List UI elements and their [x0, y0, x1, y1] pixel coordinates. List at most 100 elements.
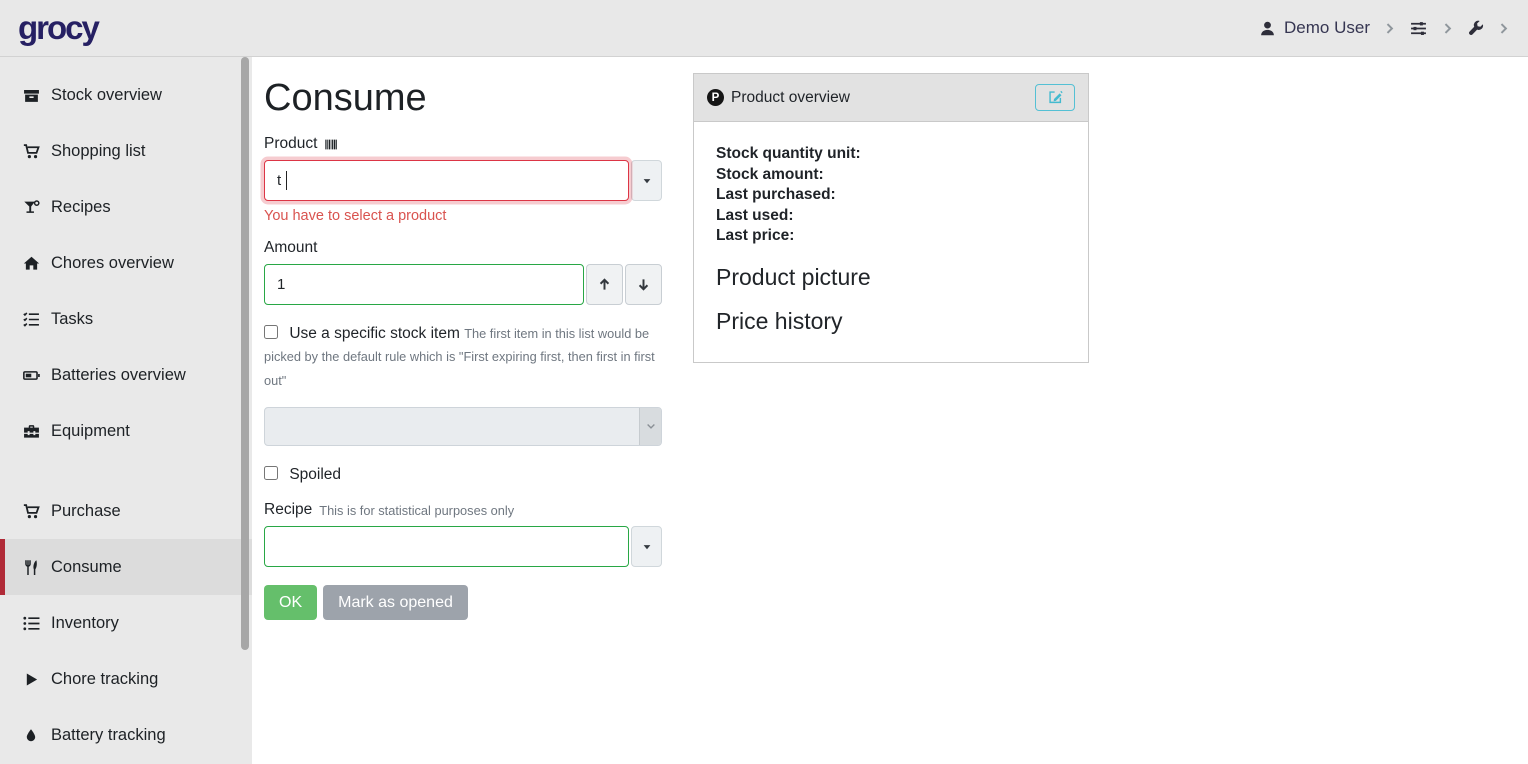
amount-increase-button[interactable]	[586, 264, 623, 305]
sidebar-item-recipes[interactable]: Recipes	[0, 179, 252, 235]
recipe-dropdown-toggle[interactable]	[631, 526, 662, 567]
sidebar-item-label: Recipes	[51, 197, 111, 216]
chevron-right-icon	[1497, 22, 1510, 35]
recipe-hint: This is for statistical purposes only	[319, 502, 515, 518]
sidebar-item-chores-overview[interactable]: Chores overview	[0, 235, 252, 291]
amount-input[interactable]	[264, 264, 584, 305]
product-dropdown-toggle[interactable]	[631, 160, 662, 201]
product-p-icon: P	[707, 89, 724, 106]
edit-product-button[interactable]	[1035, 84, 1075, 111]
product-input[interactable]	[264, 160, 629, 201]
sidebar-item-battery-tracking[interactable]: Battery tracking	[0, 707, 252, 763]
spoiled-label: Spoiled	[289, 465, 342, 483]
chevron-down-icon	[645, 420, 657, 432]
mark-as-opened-button[interactable]: Mark as opened	[323, 585, 468, 620]
pencil-square-icon	[1048, 90, 1063, 105]
chevron-right-icon	[1441, 22, 1454, 35]
sidebar-item-label: Battery tracking	[51, 725, 166, 744]
text-cursor	[286, 171, 287, 190]
sidebar-item-inventory[interactable]: Inventory	[0, 595, 252, 651]
amount-decrease-button[interactable]	[625, 264, 662, 305]
stock-amount-label: Stock amount:	[716, 165, 824, 183]
form-actions: OK Mark as opened	[264, 585, 662, 620]
tint-icon	[21, 727, 41, 744]
sidebar-item-chore-tracking[interactable]: Chore tracking	[0, 651, 252, 707]
last-price-label: Last price:	[716, 227, 795, 244]
sidebar-item-batteries-overview[interactable]: Batteries overview	[0, 347, 252, 403]
cart-icon	[21, 503, 41, 520]
list-icon	[21, 615, 41, 632]
product-picture-heading: Product picture	[716, 263, 871, 290]
arrow-down-icon	[636, 277, 651, 292]
top-header: grocy Demo User	[0, 0, 1528, 57]
top-nav: Demo User	[1259, 18, 1510, 38]
sidebar-item-consume[interactable]: Consume	[0, 539, 252, 595]
specific-stock-checkbox[interactable]	[264, 325, 278, 339]
user-menu[interactable]: Demo User	[1259, 18, 1370, 38]
spoiled-row: Spoiled	[264, 463, 662, 486]
amount-input-group	[264, 264, 662, 305]
main-content: Consume Product You have to s	[252, 57, 1528, 764]
sidebar: Stock overview Shopping list Recipes Cho…	[0, 57, 252, 764]
product-overview-title: Product overview	[731, 88, 850, 106]
product-overview-header: P Product overview	[694, 74, 1088, 122]
product-input-group	[264, 160, 662, 201]
select-arrow	[639, 407, 661, 445]
stock-item-select-disabled	[264, 406, 662, 446]
battery-icon	[21, 367, 41, 384]
sidebar-nav: Stock overview Shopping list Recipes Cho…	[0, 57, 252, 763]
box-icon	[21, 87, 41, 104]
product-error-message: You have to select a product	[264, 208, 447, 224]
play-icon	[21, 671, 41, 688]
last-purchased-label: Last purchased:	[716, 186, 836, 203]
sidebar-item-label: Equipment	[51, 421, 130, 440]
recipe-label: Recipe	[264, 501, 313, 518]
ok-button[interactable]: OK	[264, 585, 318, 620]
recipe-label-row: Recipe This is for statistical purposes …	[264, 501, 662, 519]
user-name: Demo User	[1284, 18, 1370, 37]
sidebar-item-label: Purchase	[51, 501, 121, 520]
user-icon	[1259, 20, 1276, 37]
price-history-heading: Price history	[716, 307, 843, 334]
sidebar-item-label: Shopping list	[51, 141, 146, 160]
sidebar-item-shopping-list[interactable]: Shopping list	[0, 123, 252, 179]
cart-icon	[21, 143, 41, 160]
consume-form: Product You have to select a product Amo…	[264, 135, 662, 620]
sidebar-item-label: Batteries overview	[51, 365, 186, 384]
sidebar-item-label: Consume	[51, 557, 122, 576]
product-label: Product	[264, 135, 318, 152]
caret-down-icon	[641, 175, 653, 187]
sidebar-item-equipment[interactable]: Equipment	[0, 403, 252, 459]
last-used-label: Last used:	[716, 206, 794, 224]
caret-down-icon	[641, 541, 653, 553]
sidebar-item-tasks[interactable]: Tasks	[0, 291, 252, 347]
sidebar-item-label: Chore tracking	[51, 669, 159, 688]
product-overview-panel: P Product overview Stock quantity unit: …	[693, 73, 1089, 363]
sidebar-item-label: Chores overview	[51, 253, 174, 272]
sidebar-item-label: Stock overview	[51, 85, 162, 104]
recipe-input-group	[264, 526, 662, 567]
sidebar-scrollbar-thumb[interactable]	[241, 57, 249, 650]
recipe-input[interactable]	[264, 526, 629, 567]
barcode-icon	[324, 138, 338, 151]
utensils-icon	[21, 559, 41, 576]
specific-stock-row: Use a specific stock item The first item…	[264, 322, 662, 392]
specific-stock-label: Use a specific stock item	[289, 325, 460, 342]
sidebar-item-label: Tasks	[51, 309, 94, 328]
admin-wrench-button[interactable]	[1467, 20, 1484, 37]
settings-sliders-button[interactable]	[1409, 20, 1428, 37]
grocy-logo[interactable]: grocy	[18, 9, 100, 46]
home-icon	[21, 255, 41, 272]
stock-quantity-unit-label: Stock quantity unit:	[716, 145, 861, 162]
spoiled-checkbox[interactable]	[264, 465, 278, 480]
toolbox-icon	[21, 423, 41, 440]
sidebar-item-purchase[interactable]: Purchase	[0, 483, 252, 539]
product-overview-body: Stock quantity unit: Stock amount: Last …	[694, 122, 1088, 362]
sidebar-item-stock-overview[interactable]: Stock overview	[0, 67, 252, 123]
cocktail-icon	[21, 199, 41, 216]
page-title: Consume	[264, 77, 427, 119]
amount-label: Amount	[264, 239, 318, 256]
sidebar-item-label: Inventory	[51, 613, 119, 632]
tasks-icon	[21, 311, 41, 328]
arrow-up-icon	[597, 277, 612, 292]
